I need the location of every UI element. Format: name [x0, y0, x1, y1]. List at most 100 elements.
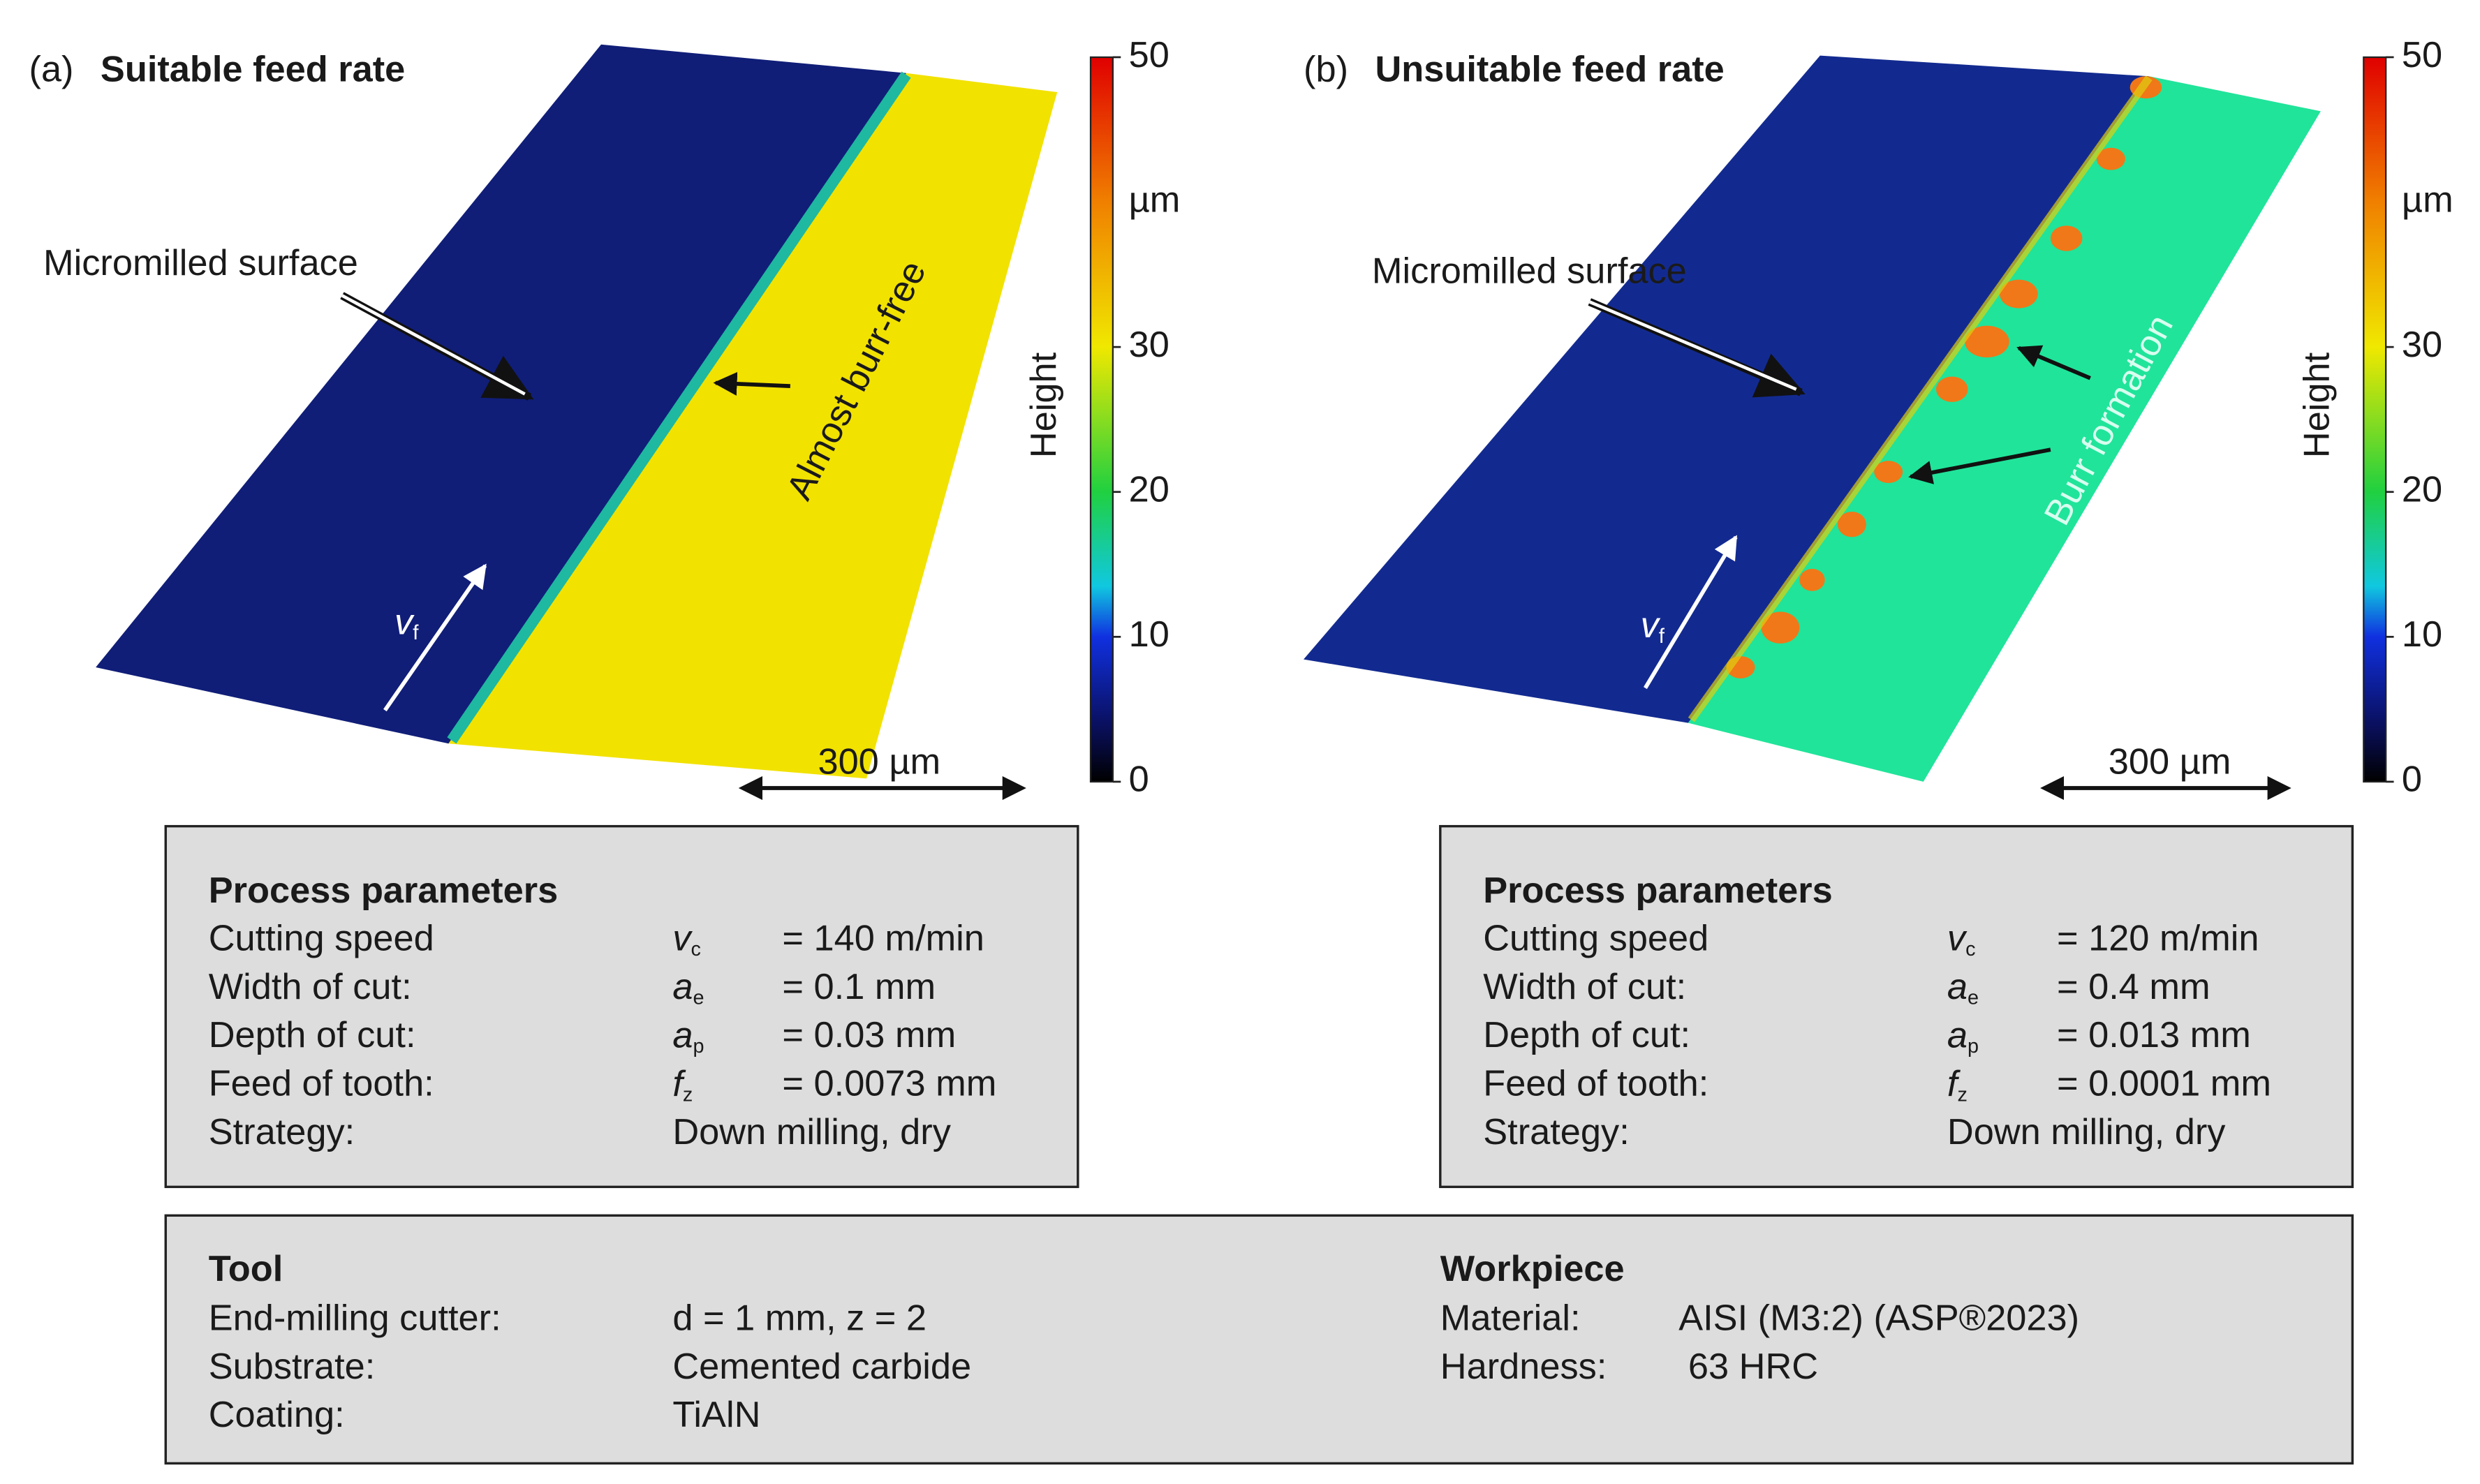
param-label: Feed of tooth:: [209, 1064, 434, 1104]
param-label: Width of cut:: [209, 967, 412, 1007]
param-value: = 140 m/min: [782, 918, 984, 958]
param-value: = 0.03 mm: [782, 1015, 956, 1055]
symbol-letter: a: [672, 967, 693, 1007]
param-value: = 0.1 mm: [782, 967, 936, 1007]
milled-surface: [1304, 55, 2150, 723]
symbol-subscript: e: [1968, 986, 1979, 1009]
symbol-letter: v: [672, 918, 693, 958]
feed-subscript: f: [1659, 625, 1665, 648]
feed-symbol: v: [394, 602, 415, 642]
box-title: Workpiece: [1440, 1249, 1625, 1289]
feed-arrow: [1643, 535, 1738, 690]
arrow: [1908, 447, 2051, 484]
tool-label: Coating:: [209, 1395, 345, 1435]
panel-title: Unsuitable feed rate: [1375, 49, 1724, 89]
tool-label: End-milling cutter:: [209, 1298, 501, 1338]
param-value: Down milling, dry: [1947, 1112, 2226, 1152]
box-title: Tool: [209, 1249, 283, 1289]
colorbar: [2363, 56, 2387, 783]
symbol-letter: a: [672, 1015, 693, 1055]
param-label: Width of cut:: [1483, 967, 1686, 1007]
param-value: Down milling, dry: [672, 1112, 951, 1152]
scale-bar-label: 300 µm: [2109, 742, 2231, 782]
param-label: Strategy:: [1483, 1112, 1629, 1152]
colorbar: [1089, 56, 1114, 783]
feed-label: vf: [394, 602, 419, 644]
feed-symbol: v: [1641, 605, 1661, 646]
burrs: [1726, 76, 2162, 678]
param-value: = 0.0001 mm: [2057, 1064, 2271, 1104]
symbol-subscript: p: [1968, 1035, 1979, 1058]
colorbar-tick-label: 20: [1129, 470, 1169, 510]
scale-bar-label: 300 µm: [818, 742, 940, 782]
tool-value: d = 1 mm, z = 2: [672, 1298, 927, 1338]
colorbar-tick-label: 30: [1129, 325, 1169, 365]
symbol: ap: [672, 1015, 704, 1057]
arrow: [713, 371, 790, 396]
box-title: Process parameters: [1483, 870, 1833, 911]
tool-value: Cemented carbide: [672, 1346, 971, 1387]
param-label: Depth of cut:: [209, 1015, 416, 1055]
colorbar-tick-label: 20: [2402, 470, 2442, 510]
workpiece-value: 63 HRC: [1688, 1346, 1818, 1387]
parameter-box: [1439, 824, 2354, 1189]
tool-value: TiAlN: [672, 1395, 760, 1435]
symbol-subscript: z: [683, 1083, 693, 1106]
param-value: = 0.0073 mm: [782, 1064, 996, 1104]
parameter-box: [164, 824, 1079, 1189]
colorbar-tick-label: 50: [2402, 35, 2442, 75]
colorbar-tick-label: 0: [1129, 759, 1149, 800]
symbol-letter: v: [1947, 918, 1968, 958]
param-label: Cutting speed: [209, 918, 434, 958]
symbol: ae: [672, 967, 704, 1009]
symbol-subscript: c: [691, 938, 701, 960]
param-value: = 0.013 mm: [2057, 1015, 2251, 1055]
workpiece-label: Hardness:: [1440, 1346, 1607, 1387]
symbol-letter: a: [1947, 967, 1968, 1007]
param-label: Depth of cut:: [1483, 1015, 1690, 1055]
symbol-subscript: p: [693, 1035, 704, 1058]
annotation: Micromilled surface: [1372, 251, 1687, 291]
colorbar-tick-label: 10: [2402, 614, 2442, 655]
feed-label: vf: [1641, 605, 1665, 648]
symbol-subscript: c: [1965, 938, 1975, 960]
param-label: Feed of tooth:: [1483, 1064, 1708, 1104]
symbol-subscript: z: [1957, 1083, 1967, 1106]
arrow: [1588, 300, 1797, 391]
symbol-subscript: e: [693, 986, 704, 1009]
tool-label: Substrate:: [209, 1346, 376, 1387]
colorbar-tick-label: 10: [1129, 614, 1169, 655]
annotation: Micromilled surface: [43, 243, 358, 283]
panel-label: (a): [29, 49, 74, 89]
colorbar-label: Height: [2296, 352, 2337, 458]
symbol: vc: [1947, 918, 1976, 960]
symbol: vc: [672, 918, 701, 960]
param-value: = 0.4 mm: [2057, 967, 2210, 1007]
arrow: [2016, 345, 2091, 380]
workpiece-label: Material:: [1440, 1298, 1581, 1338]
box-title: Process parameters: [209, 870, 558, 911]
colorbar-tick-label: 50: [1129, 35, 1169, 75]
feed-subscript: f: [413, 621, 419, 644]
arrow: [341, 294, 526, 396]
workpiece-surface: [448, 73, 1058, 779]
workpiece-value: AISI (M3:2) (ASP®2023): [1678, 1298, 2079, 1338]
param-label: Cutting speed: [1483, 918, 1708, 958]
colorbar-tick-label: 0: [2402, 759, 2422, 800]
param-value: = 120 m/min: [2057, 918, 2259, 958]
param-label: Strategy:: [209, 1112, 355, 1152]
panel-title: Suitable feed rate: [101, 49, 405, 89]
colorbar-label: Height: [1024, 352, 1064, 458]
symbol: ap: [1947, 1015, 1979, 1057]
tool-workpiece-box: [164, 1214, 2354, 1465]
symbol: ae: [1947, 967, 1979, 1009]
colorbar-unit: µm: [2402, 179, 2453, 220]
feed-arrow: [383, 563, 487, 712]
colorbar-tick-label: 30: [2402, 325, 2442, 365]
panel-label: (b): [1304, 49, 1348, 89]
colorbar-unit: µm: [1129, 179, 1181, 220]
symbol: fz: [672, 1064, 693, 1106]
workpiece-surface: [1688, 76, 2321, 782]
symbol-letter: a: [1947, 1015, 1968, 1055]
